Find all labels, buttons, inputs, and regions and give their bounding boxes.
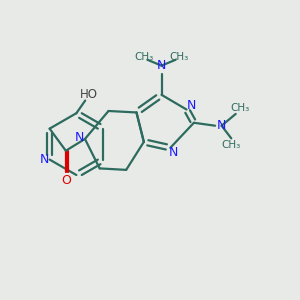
Text: CH₃: CH₃ (222, 140, 241, 150)
Text: N: N (217, 119, 226, 132)
Text: N: N (40, 153, 49, 166)
Text: CH₃: CH₃ (230, 103, 250, 113)
Text: HO: HO (80, 88, 98, 100)
Text: N: N (157, 59, 166, 72)
Text: N: N (187, 100, 196, 112)
Text: CH₃: CH₃ (169, 52, 189, 62)
Text: N: N (75, 131, 84, 144)
Text: O: O (61, 174, 71, 187)
Text: N: N (169, 146, 178, 159)
Text: CH₃: CH₃ (134, 52, 154, 62)
